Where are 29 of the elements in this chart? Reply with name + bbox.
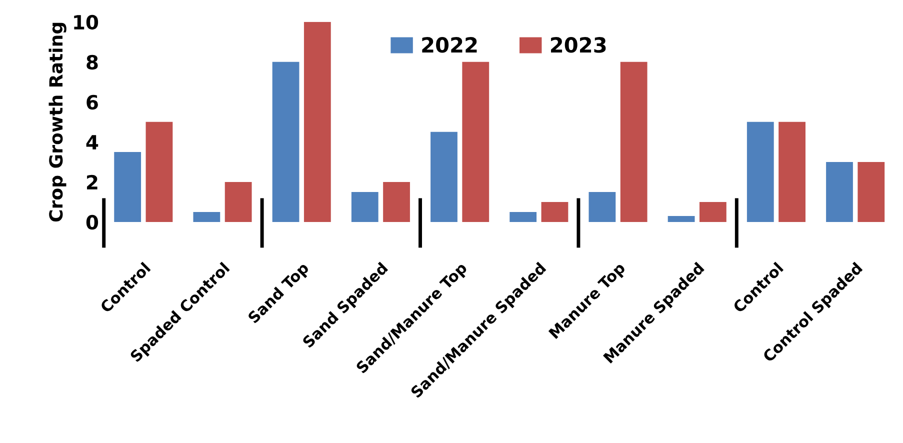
bar [668,216,695,222]
bar [588,192,616,222]
bar [462,62,490,222]
bar [114,152,142,222]
y-tick-label: 4 [86,135,98,150]
bar [193,212,220,222]
y-tick-label: 6 [86,94,98,110]
y-axis-title: Crop Growth Rating [48,22,66,222]
bar [304,22,331,222]
bar [510,212,537,222]
bar [351,192,378,222]
bar [272,62,300,222]
bar [746,122,774,222]
bar [383,182,410,222]
legend-label: 2023 [551,37,606,53]
bar [826,162,853,222]
y-tick-label: 2 [86,174,98,190]
bar [430,132,458,222]
bar [699,202,726,222]
bar [224,182,252,222]
bar [620,62,648,222]
y-tick-label: 10 [74,14,98,30]
bar [146,122,173,222]
legend-label: 2022 [422,37,477,53]
bar [778,122,806,222]
bar [858,162,885,222]
y-tick-label: 0 [86,214,98,230]
bar [541,202,568,222]
y-tick-label: 8 [86,54,98,70]
